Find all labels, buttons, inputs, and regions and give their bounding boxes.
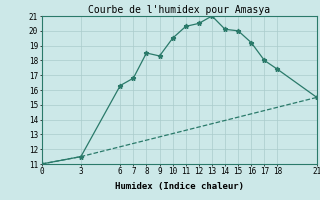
Title: Courbe de l'humidex pour Amasya: Courbe de l'humidex pour Amasya [88,5,270,15]
X-axis label: Humidex (Indice chaleur): Humidex (Indice chaleur) [115,182,244,191]
